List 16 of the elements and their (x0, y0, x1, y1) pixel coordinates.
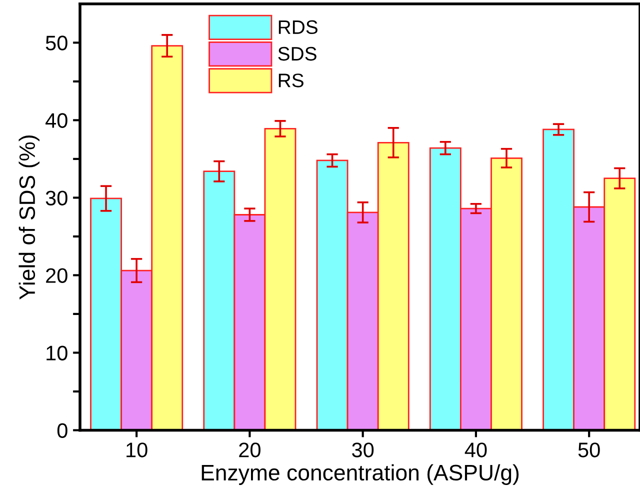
legend-label: RDS (278, 20, 318, 34)
x-tick-label: 30 (352, 442, 374, 458)
x-tick-label: 40 (464, 442, 487, 458)
y-tick-label: 0 (57, 423, 68, 438)
legend-label: SDS (278, 46, 316, 61)
x-tick-label: 50 (578, 442, 600, 458)
y-tick-label: 10 (46, 346, 68, 360)
y-tick-label: 30 (46, 190, 68, 206)
y-axis-title: Yield of SDS (%) (18, 136, 40, 300)
legend-label: RS (278, 74, 304, 88)
y-tick-label: 20 (46, 268, 68, 283)
x-tick-label: 10 (126, 442, 148, 458)
y-tick-label: 50 (46, 36, 68, 50)
x-tick-label: 20 (239, 442, 260, 458)
x-axis-title: Enzyme concentration (ASPU/g) (202, 464, 519, 485)
y-tick-label: 40 (46, 113, 68, 128)
